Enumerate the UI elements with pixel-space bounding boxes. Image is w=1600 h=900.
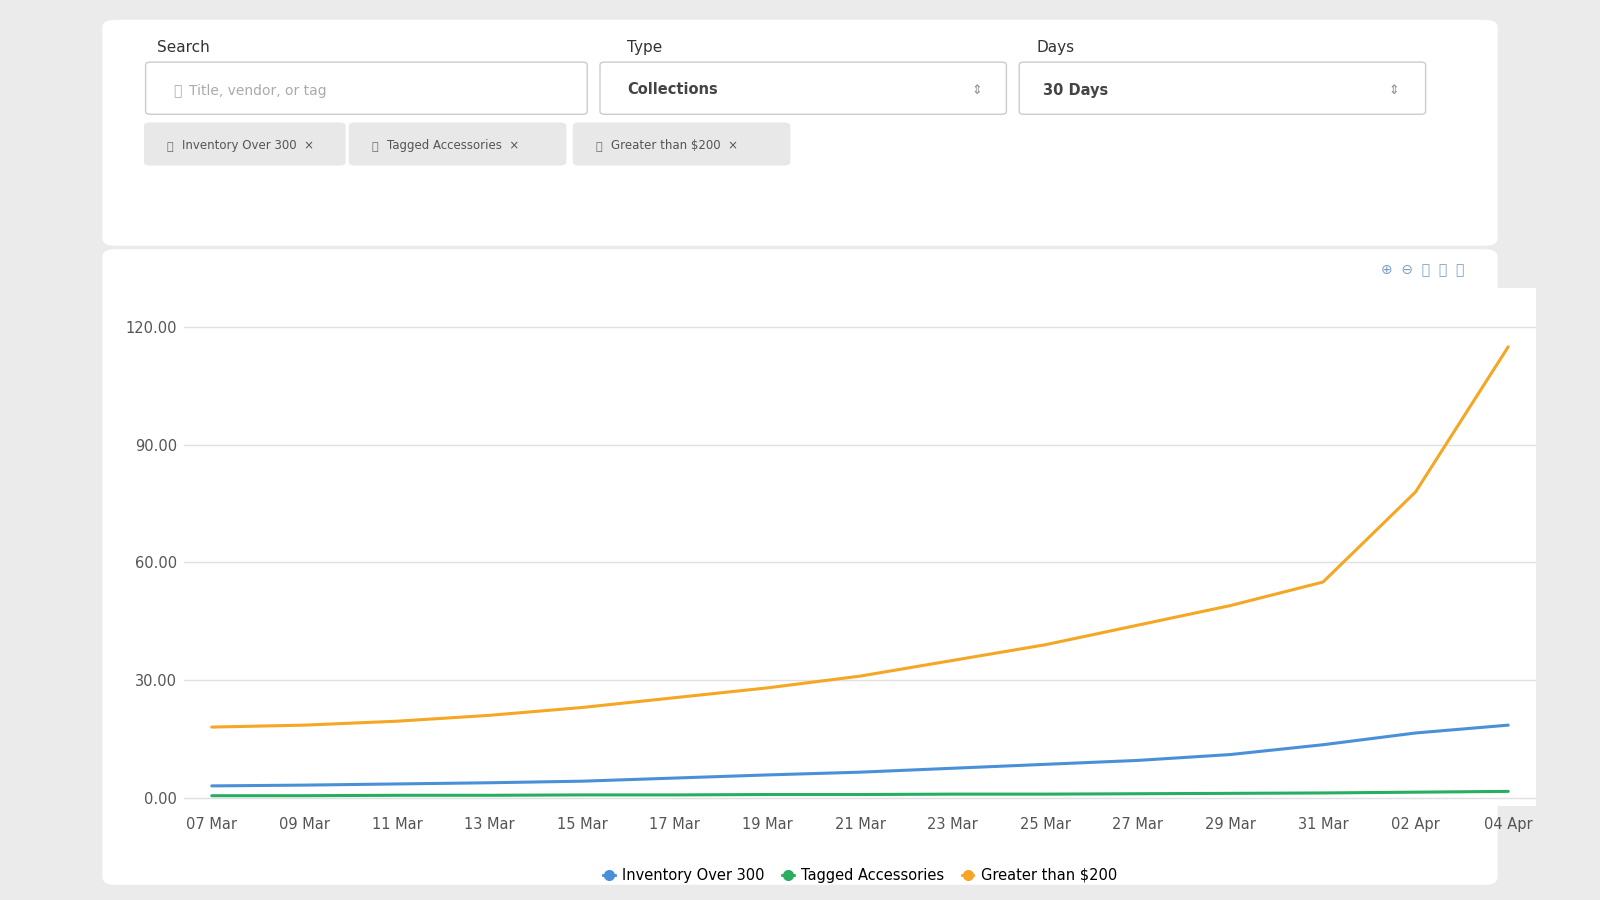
- Greater than $200: [1035, 639, 1054, 650]
- Tagged Accessories: [1221, 788, 1240, 798]
- Text: 📋: 📋: [595, 142, 602, 152]
- Tagged Accessories: [573, 789, 592, 800]
- Tagged Accessories: [942, 788, 962, 799]
- Inventory Over 300: [387, 778, 406, 789]
- Inventory Over 300: [1128, 755, 1147, 766]
- Line: Tagged Accessories: Tagged Accessories: [211, 791, 1509, 796]
- Greater than $200: [202, 722, 221, 733]
- Inventory Over 300: [942, 763, 962, 774]
- Text: ⊕  ⊖  🔍  ✋  🏠: ⊕ ⊖ 🔍 ✋ 🏠: [1381, 264, 1464, 277]
- Tagged Accessories: [666, 789, 685, 800]
- Text: Days: Days: [1037, 40, 1075, 55]
- Legend: Inventory Over 300, Tagged Accessories, Greater than $200: Inventory Over 300, Tagged Accessories, …: [597, 862, 1123, 889]
- Tagged Accessories: [758, 789, 778, 800]
- Greater than $200: [573, 702, 592, 713]
- Inventory Over 300: [1035, 759, 1054, 769]
- Tagged Accessories: [1128, 788, 1147, 799]
- Inventory Over 300: [851, 767, 870, 778]
- Text: Greater than $200  ×: Greater than $200 ×: [611, 140, 738, 152]
- Greater than $200: [1221, 600, 1240, 611]
- Tagged Accessories: [202, 790, 221, 801]
- Inventory Over 300: [666, 773, 685, 784]
- Greater than $200: [294, 720, 314, 731]
- Inventory Over 300: [573, 776, 592, 787]
- Greater than $200: [387, 716, 406, 726]
- Text: Type: Type: [627, 40, 662, 55]
- Greater than $200: [1406, 487, 1426, 498]
- Inventory Over 300: [1221, 749, 1240, 760]
- Tagged Accessories: [1314, 788, 1333, 798]
- Text: 🔍: 🔍: [173, 85, 181, 98]
- Inventory Over 300: [1314, 739, 1333, 750]
- Text: 📋: 📋: [371, 142, 378, 152]
- Greater than $200: [851, 670, 870, 681]
- Tagged Accessories: [294, 790, 314, 801]
- Greater than $200: [666, 692, 685, 703]
- Tagged Accessories: [1035, 788, 1054, 799]
- Text: Inventory Over 300  ×: Inventory Over 300 ×: [182, 140, 314, 152]
- Text: ⇕: ⇕: [971, 85, 982, 97]
- Line: Inventory Over 300: Inventory Over 300: [211, 725, 1509, 786]
- Tagged Accessories: [387, 790, 406, 801]
- Text: Title, vendor, or tag: Title, vendor, or tag: [189, 84, 326, 97]
- Inventory Over 300: [1406, 727, 1426, 738]
- Greater than $200: [942, 655, 962, 666]
- Tagged Accessories: [1499, 786, 1518, 796]
- Inventory Over 300: [480, 778, 499, 788]
- Inventory Over 300: [202, 780, 221, 791]
- Text: 📋: 📋: [166, 142, 173, 152]
- Inventory Over 300: [758, 770, 778, 780]
- Text: 30 Days: 30 Days: [1043, 83, 1109, 97]
- Inventory Over 300: [1499, 720, 1518, 731]
- Greater than $200: [1128, 620, 1147, 631]
- Tagged Accessories: [480, 790, 499, 801]
- Greater than $200: [1314, 577, 1333, 588]
- Text: ⇕: ⇕: [1389, 85, 1400, 97]
- Line: Greater than $200: Greater than $200: [211, 346, 1509, 727]
- Greater than $200: [758, 682, 778, 693]
- Greater than $200: [480, 710, 499, 721]
- Greater than $200: [1499, 341, 1518, 352]
- Tagged Accessories: [851, 789, 870, 800]
- Text: Collections: Collections: [627, 83, 718, 97]
- Inventory Over 300: [294, 779, 314, 790]
- Tagged Accessories: [1406, 787, 1426, 797]
- Text: Search: Search: [157, 40, 210, 55]
- Text: Tagged Accessories  ×: Tagged Accessories ×: [387, 140, 520, 152]
